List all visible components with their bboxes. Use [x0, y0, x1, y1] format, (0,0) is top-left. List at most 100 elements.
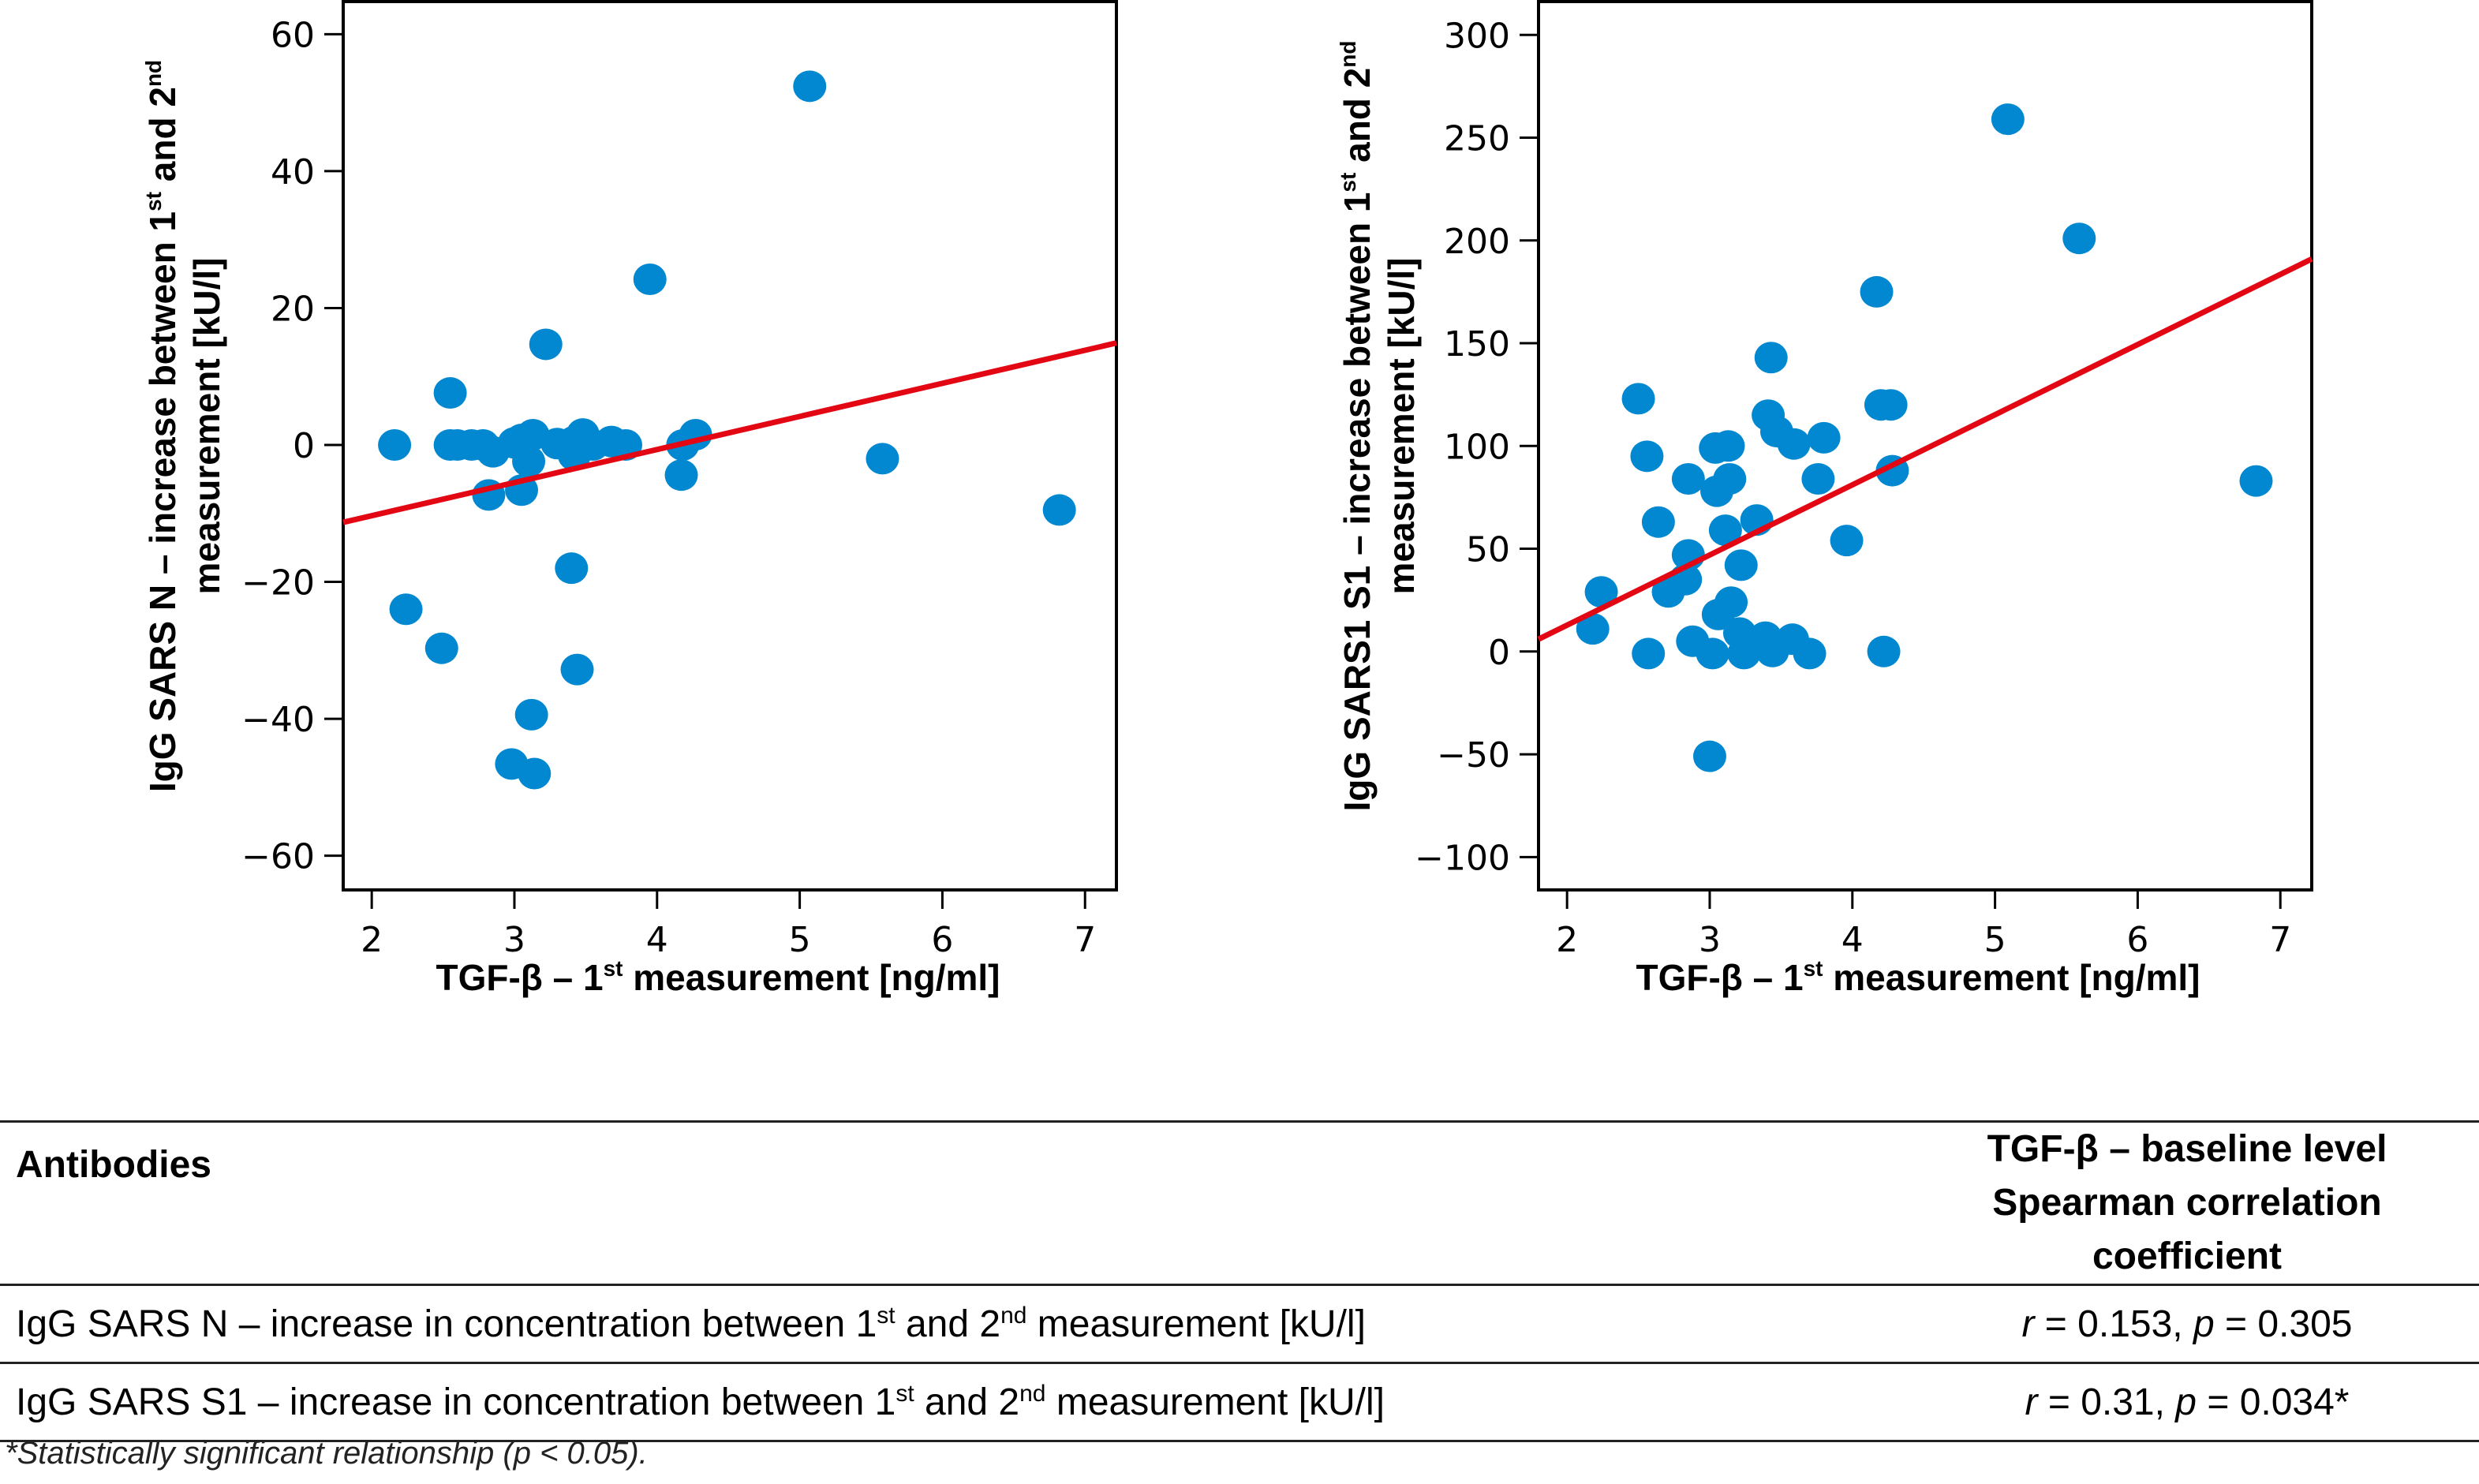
data-point [1632, 637, 1666, 670]
y-tick-label: 100 [1444, 427, 1510, 467]
data-point [433, 377, 467, 409]
svg-text:IgG SARS N – increase between: IgG SARS N – increase between 1st and 2n… [141, 60, 183, 792]
data-point [557, 439, 591, 472]
svg-text:measurement [kU/l]: measurement [kU/l] [1381, 258, 1422, 595]
y-tick-label: −100 [1415, 838, 1510, 878]
data-point [1042, 494, 1076, 526]
data-point [1830, 525, 1864, 557]
x-tick-label: 4 [646, 920, 668, 960]
data-point [1700, 475, 1734, 507]
x-tick-label: 7 [2269, 920, 2291, 960]
data-point [1807, 421, 1841, 454]
x-tick-label: 6 [2126, 920, 2148, 960]
row-correlation-value: r = 0.153, p = 0.305 [2021, 1303, 2353, 1345]
x-tick-label: 3 [503, 920, 525, 960]
data-point [1621, 383, 1655, 415]
table-header-row: Antibodies TGF-β – baseline level Spearm… [0, 1121, 2479, 1285]
data-point [1576, 613, 1610, 645]
y-tick-label: −20 [241, 563, 315, 604]
data-point [560, 653, 594, 686]
x-axis-title: TGF-β – 1st measurement [ng/ml] [1636, 956, 2200, 998]
x-tick-label: 4 [1841, 920, 1864, 960]
row-antibody-label: IgG SARS S1 – increase in concentration … [16, 1380, 1385, 1423]
svg-text:measurement [kU/l]: measurement [kU/l] [186, 258, 227, 595]
y-tick-label: 150 [1444, 324, 1510, 364]
data-point [1708, 514, 1742, 547]
data-point [633, 264, 667, 296]
data-point [2062, 222, 2096, 255]
data-point [512, 445, 546, 477]
correlation-table-wrapper: Antibodies TGF-β – baseline level Spearm… [0, 1120, 2479, 1442]
data-point [1724, 549, 1758, 581]
data-point [1801, 462, 1835, 495]
y-tick-label: 60 [271, 15, 315, 55]
y-axis-title: IgG SARS N – increase between 1st and 2n… [141, 60, 227, 792]
y-tick-label: 40 [271, 152, 315, 193]
header-spearman-line1: TGF-β – baseline level [1987, 1128, 2387, 1170]
data-point [1584, 576, 1618, 608]
row-correlation-value: r = 0.31, p = 0.034* [2025, 1381, 2350, 1423]
table-row: IgG SARS S1 – increase in concentration … [0, 1363, 2479, 1441]
x-tick-label: 6 [931, 920, 953, 960]
data-point [2239, 465, 2273, 497]
data-point [1651, 576, 1685, 608]
y-tick-label: 250 [1444, 119, 1510, 159]
y-tick-label: −50 [1437, 735, 1510, 776]
data-point [664, 459, 698, 492]
data-point [793, 70, 827, 103]
data-point [1874, 389, 1908, 421]
header-spearman: TGF-β – baseline level Spearman correlat… [1895, 1122, 2479, 1285]
plot-area: 300 250 200 150 100 50 0 −50 −100 2 3 4 5 6 7 [1415, 0, 2313, 960]
data-point [1860, 275, 1894, 308]
data-point [866, 443, 899, 475]
y-axis-title: IgG SARS1 S1 – increase between 1st and … [1336, 41, 1422, 812]
data-point [1641, 506, 1675, 538]
row-antibody-label: IgG SARS N – increase in concentration b… [16, 1302, 1366, 1345]
data-point [518, 757, 552, 790]
y-tick-label: −40 [241, 700, 315, 740]
y-tick-label: −60 [241, 837, 315, 877]
table-footnote: *Statistically significant relationship … [5, 1436, 648, 1471]
data-point [1793, 637, 1827, 670]
data-point [555, 552, 589, 585]
data-point [389, 593, 423, 626]
data-point [1711, 430, 1745, 462]
scatter-chart-igg-sars-n: 60 40 20 0 −20 −40 −60 2 3 4 5 6 7 TGF-β – 1st measu… [141, 0, 1118, 998]
data-point [424, 632, 458, 664]
data-point [1696, 637, 1729, 670]
y-tick-label: 0 [293, 426, 315, 466]
regression-line [342, 340, 1117, 525]
y-tick-label: 20 [271, 289, 315, 329]
header-spearman-line2: Spearman correlation coefficient [1992, 1182, 2382, 1277]
data-point [1991, 103, 2025, 136]
x-tick-label: 2 [1556, 920, 1578, 960]
y-tick-label: 200 [1444, 222, 1510, 262]
y-tick-label: 50 [1466, 530, 1510, 570]
data-point [1722, 617, 1756, 649]
x-tick-label: 7 [1074, 920, 1096, 960]
data-point [1701, 598, 1735, 630]
data-point [378, 429, 412, 461]
table-row: IgG SARS N – increase in concentration b… [0, 1285, 2479, 1363]
correlation-table: Antibodies TGF-β – baseline level Spearm… [0, 1120, 2479, 1442]
data-point [1754, 342, 1788, 374]
regression-line [1537, 256, 2313, 642]
x-tick-label: 5 [789, 920, 811, 960]
plot-area: 60 40 20 0 −20 −40 −60 2 3 4 5 6 7 [241, 0, 1118, 960]
x-axis-title: TGF-β – 1st measurement [ng/ml] [436, 956, 1000, 998]
x-tick-label: 2 [361, 920, 383, 960]
scatter-chart-igg-sars-s1: 300 250 200 150 100 50 0 −50 −100 2 3 4 5 6 7 TGF-β – … [1336, 0, 2313, 998]
x-tick-label: 3 [1699, 920, 1721, 960]
data-point [1692, 740, 1726, 772]
data-point [1671, 462, 1705, 495]
x-tick-label: 5 [1984, 920, 2006, 960]
header-antibodies: Antibodies [16, 1144, 211, 1186]
data-point [529, 328, 563, 361]
y-tick-label: 0 [1488, 633, 1510, 673]
y-tick-label: 300 [1444, 16, 1510, 56]
svg-text:IgG SARS1 S1 – increase betwee: IgG SARS1 S1 – increase between 1st and … [1336, 41, 1378, 812]
data-point [1867, 635, 1901, 667]
data-point [1777, 428, 1811, 460]
data-point [1630, 440, 1664, 473]
data-point [514, 698, 548, 731]
